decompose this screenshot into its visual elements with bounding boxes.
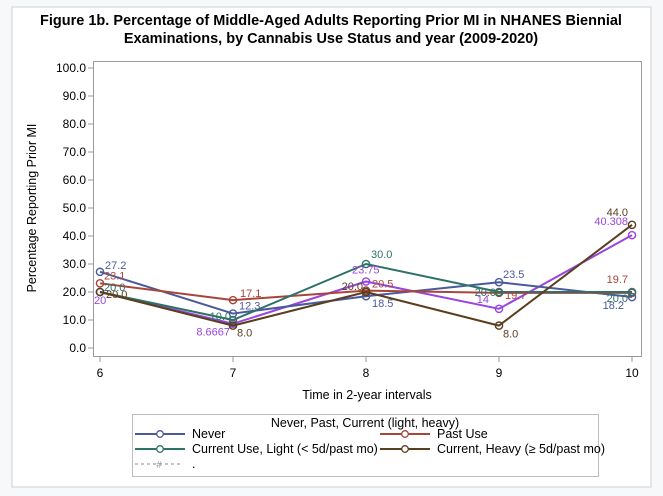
series-current-heavy-5d-past-mo [95,220,637,330]
data-label: 17.1 [240,288,261,300]
data-label: 8.6667 [196,327,230,339]
data-label-layer: 27.2 12.3 18.5 23.5 18.2 23.1 17.1 20.5 19.7 19.7… [94,207,628,341]
y-tick-label: 90.0 [63,89,87,103]
y-tick-label: 50.0 [63,201,87,215]
data-point-marker [95,279,105,288]
data-point-marker [494,304,504,314]
data-label: 8.0 [503,329,518,341]
x-tick-label: 7 [230,366,237,380]
data-label: 19.7 [607,274,628,286]
data-point-marker [494,321,504,330]
data-label: 40.308 [594,216,628,228]
data-point-marker [95,267,105,277]
data-label: 27.2 [105,260,126,272]
legend-label: Current, Heavy (≥ 5d/past mo) [437,442,605,456]
data-point-marker [494,287,504,297]
legend-label: Never [192,427,225,441]
data-point-marker [95,287,105,297]
legend-marker-icon [401,430,409,438]
data-label: 20 [94,295,106,307]
legend-item: Never [135,427,225,441]
x-tick-label: 9 [496,366,503,380]
y-tick-label: 20.0 [63,285,87,299]
data-point-marker [361,287,371,297]
y-axis-label: Percentage Reporting Prior MI [25,124,39,293]
y-axis: 0.0 10.0 20.0 30.0 40.0 50.0 60.0 70.0 80.0 90.0 1… [56,61,93,355]
legend: Never, Past, Current (light, heavy) Neve… [132,414,605,477]
legend-label: . [192,457,195,471]
plot-area [93,61,642,357]
legend-item: Current, Heavy (≥ 5d/past mo) [380,442,605,456]
data-label: 10.0 [210,311,231,323]
data-label: 19.7 [505,290,526,302]
y-tick-label: 40.0 [63,229,87,243]
chart-title-line-2: Examinations, by Cannabis Use Status and… [124,31,538,47]
data-point-marker [228,315,238,325]
legend-marker-icon [156,445,164,453]
data-point-marker [494,277,504,287]
data-point-marker [228,321,238,330]
data-point-marker [228,309,238,318]
data-point-marker [361,259,371,269]
x-axis: 6 7 8 9 10 [97,357,639,380]
data-label: 8.0 [237,328,252,340]
data-label: 44.0 [607,207,628,219]
legend-item: Past Use [380,427,488,441]
legend-label: Current Use, Light (< 5d/past mo) [192,442,378,456]
y-tick-label: 70.0 [63,145,87,159]
series-line [99,224,633,327]
series-line [99,234,633,325]
data-label: 14 [477,294,489,306]
y-tick-label: 80.0 [63,117,87,131]
data-label: 20.0 [607,293,628,305]
x-tick-label: 8 [363,366,370,380]
chart-title-line-1: Figure 1b. Percentage of Middle-Aged Adu… [40,13,622,29]
data-label: 18.5 [372,298,393,310]
y-tick-label: 0.0 [69,341,86,355]
y-tick-label: 100.0 [56,61,86,75]
data-point-marker [627,287,637,297]
data-point-marker [627,230,637,240]
y-tick-label: 30.0 [63,257,87,271]
data-label: 23.75 [352,265,380,277]
data-label: 20.0 [342,281,363,293]
legend-title: Never, Past, Current (light, heavy) [271,416,459,430]
data-point-marker [361,277,371,286]
data-label: 23.5 [503,269,524,281]
data-label: 23.1 [104,270,125,282]
data-label: 20.0 [104,282,125,294]
data-label: 12.3 [239,301,260,313]
legend-item: #. [135,457,195,471]
legend-marker-icon [401,445,409,453]
data-point-marker [228,295,238,305]
data-label: 20.0 [106,289,127,301]
y-tick-label: 10.0 [63,313,87,327]
series-layer [95,220,637,330]
y-tick-label: 60.0 [63,173,87,187]
x-tick-label: 10 [625,366,639,380]
data-point-marker [627,220,637,230]
legend-entries: Never Past Use Current Use, Light (< 5d/pa… [135,427,605,471]
legend-item: Current Use, Light (< 5d/past mo) [135,442,378,456]
x-axis-label: Time in 2-year intervals [302,388,431,402]
x-tick-label: 6 [97,366,104,380]
data-label: 30.0 [371,249,392,261]
legend-marker-icon [156,430,164,438]
data-label: 20.5 [372,279,393,291]
legend-hash-marker-icon: # [156,460,162,471]
legend-box [132,414,599,477]
data-label: 18.2 [603,300,624,312]
data-label: 20.0 [475,287,496,299]
legend-label: Past Use [437,427,488,441]
